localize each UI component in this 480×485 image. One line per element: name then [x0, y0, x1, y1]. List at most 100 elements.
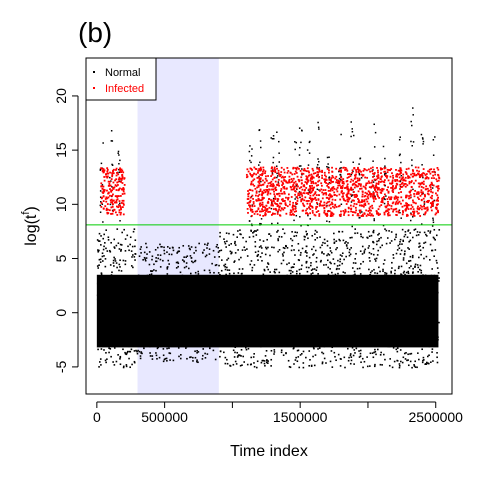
- normal-point: [267, 262, 269, 264]
- infected-point: [355, 171, 358, 173]
- infected-point: [409, 191, 411, 194]
- spike-point: [110, 130, 113, 132]
- normal-point: [297, 249, 300, 252]
- infected-point: [399, 188, 401, 190]
- infected-point: [260, 184, 262, 187]
- infected-point: [120, 179, 123, 181]
- normal-point: [123, 365, 125, 368]
- infected-point: [338, 169, 341, 172]
- normal-point: [223, 241, 226, 243]
- normal-point: [298, 268, 301, 271]
- normal-point: [339, 260, 341, 263]
- infected-point: [331, 181, 333, 183]
- normal-point: [409, 232, 412, 234]
- infected-point: [322, 204, 325, 207]
- normal-point: [383, 259, 386, 261]
- infected-point: [357, 170, 360, 173]
- infected-point: [373, 172, 376, 174]
- infected-point: [305, 181, 308, 184]
- normal-point: [186, 357, 188, 360]
- spike-point: [299, 146, 301, 149]
- infected-point: [400, 169, 403, 172]
- normal-point: [360, 235, 362, 238]
- normal-point: [244, 346, 247, 349]
- normal-point: [287, 359, 290, 362]
- spike-point: [350, 121, 352, 123]
- normal-point: [187, 267, 190, 270]
- spike-point: [273, 137, 275, 140]
- infected-point: [424, 174, 427, 176]
- normal-point: [326, 254, 328, 257]
- infected-point: [284, 202, 287, 205]
- normal-point: [295, 356, 297, 359]
- infected-point: [305, 209, 307, 212]
- infected-point: [421, 175, 424, 178]
- normal-point: [269, 271, 271, 273]
- normal-point: [417, 234, 420, 236]
- infected-point: [349, 204, 352, 207]
- normal-point: [429, 243, 432, 246]
- normal-point: [392, 254, 395, 256]
- normal-point: [155, 257, 157, 259]
- normal-point: [402, 272, 405, 274]
- spike-point: [338, 170, 340, 173]
- infected-point: [413, 201, 416, 204]
- infected-point: [400, 182, 403, 185]
- infected-point: [253, 205, 256, 207]
- normal-point: [251, 269, 253, 272]
- normal-point: [107, 236, 110, 239]
- infected-point: [275, 209, 278, 212]
- spike-point: [359, 157, 362, 160]
- infected-point: [386, 210, 389, 212]
- normal-point: [113, 256, 115, 259]
- normal-point: [414, 266, 416, 268]
- normal-point: [404, 273, 406, 276]
- infected-point: [257, 184, 260, 187]
- infected-point: [372, 185, 375, 188]
- infected-point: [435, 192, 437, 195]
- normal-point: [359, 355, 362, 357]
- normal-point: [363, 360, 366, 363]
- infected-point: [340, 176, 343, 179]
- normal-point: [255, 234, 258, 236]
- infected-point: [280, 192, 283, 195]
- infected-point: [389, 182, 391, 185]
- infected-point: [361, 193, 364, 196]
- normal-point: [404, 230, 407, 233]
- normal-point: [293, 263, 296, 265]
- infected-point: [263, 181, 266, 184]
- spike-point: [350, 173, 353, 176]
- spike-point: [372, 169, 374, 171]
- infected-point: [368, 168, 370, 171]
- infected-point: [286, 167, 289, 169]
- infected-point: [287, 170, 290, 172]
- spike-point: [251, 148, 253, 150]
- infected-point: [379, 213, 381, 216]
- infected-point: [287, 193, 290, 196]
- infected-point: [277, 172, 280, 174]
- normal-point: [250, 230, 253, 232]
- infected-point: [258, 180, 261, 182]
- infected-point: [110, 212, 112, 215]
- infected-point: [345, 180, 348, 183]
- infected-point: [391, 186, 394, 189]
- infected-point: [268, 206, 271, 209]
- infected-point: [388, 169, 390, 171]
- normal-point: [305, 266, 308, 269]
- infected-point: [118, 211, 121, 214]
- normal-point: [311, 268, 314, 270]
- normal-point: [309, 358, 311, 361]
- normal-point: [121, 231, 123, 234]
- infected-point: [252, 183, 254, 186]
- normal-point: [378, 238, 381, 240]
- normal-point: [288, 269, 291, 272]
- infected-point: [398, 200, 401, 203]
- infected-point: [359, 184, 362, 187]
- infected-point: [318, 215, 321, 217]
- normal-point: [119, 356, 122, 359]
- normal-point: [107, 239, 110, 241]
- infected-point: [403, 204, 406, 207]
- infected-point: [328, 193, 331, 196]
- infected-point: [335, 175, 338, 178]
- infected-point: [103, 179, 106, 182]
